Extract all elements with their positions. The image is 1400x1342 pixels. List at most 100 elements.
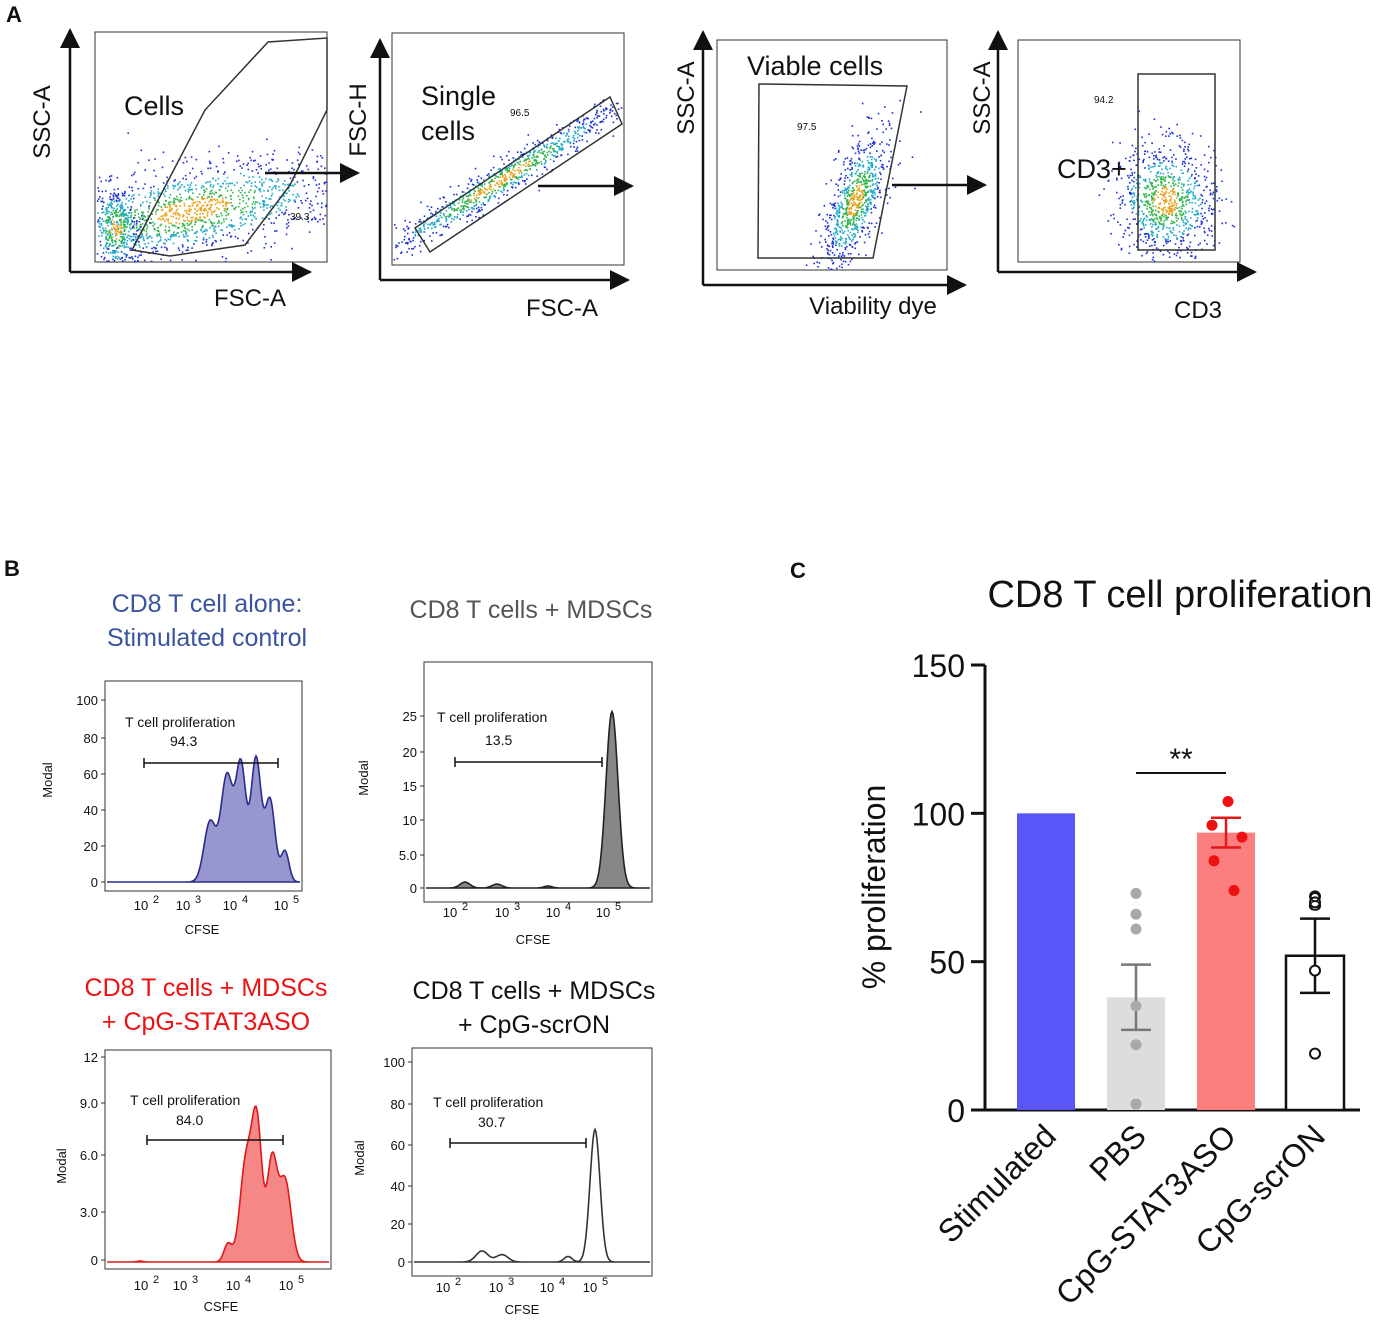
- event-dot: [881, 232, 883, 234]
- event-dot: [890, 127, 893, 130]
- event-dot: [238, 202, 241, 205]
- event-dot: [432, 223, 434, 225]
- event-dot: [1136, 182, 1138, 185]
- event-dot: [1164, 196, 1167, 199]
- event-dot: [315, 195, 317, 198]
- event-dot: [271, 192, 274, 195]
- event-dot: [583, 131, 585, 133]
- event-dot: [463, 191, 465, 193]
- event-dot: [856, 182, 858, 184]
- event-dot: [847, 204, 850, 207]
- event-dot: [1218, 242, 1221, 244]
- event-dot: [263, 190, 265, 192]
- event-dot: [1158, 207, 1160, 209]
- event-dot: [220, 239, 222, 242]
- event-dot: [251, 203, 254, 205]
- event-dot: [1172, 187, 1175, 190]
- event-dot: [531, 162, 534, 164]
- event-dot: [597, 115, 599, 117]
- event-dot: [211, 225, 213, 227]
- event-dot: [849, 159, 851, 162]
- event-dot: [252, 214, 255, 217]
- event-dot: [444, 216, 447, 218]
- event-dot: [243, 174, 245, 177]
- event-dot: [859, 176, 861, 178]
- event-dot: [609, 112, 611, 114]
- event-dot: [222, 182, 224, 185]
- event-dot: [239, 198, 241, 201]
- event-dot: [259, 202, 261, 205]
- event-dot: [841, 237, 843, 240]
- event-dot: [850, 211, 852, 213]
- panel-b-label: B: [4, 556, 20, 581]
- event-dot: [567, 138, 570, 140]
- event-dot: [122, 236, 125, 238]
- event-dot: [293, 199, 295, 202]
- event-dot: [250, 185, 253, 187]
- event-dot: [97, 212, 99, 214]
- event-dot: [294, 199, 296, 201]
- event-dot: [1141, 145, 1144, 147]
- event-dot: [1143, 194, 1146, 196]
- event-dot: [1173, 253, 1176, 255]
- event-dot: [222, 201, 225, 203]
- hist4-title-line1: CD8 T cells + MDSCs: [413, 977, 656, 1005]
- event-dot: [168, 222, 170, 225]
- event-dot: [449, 205, 452, 207]
- event-dot: [209, 199, 212, 202]
- event-dot: [1183, 183, 1185, 186]
- event-dot: [1194, 227, 1196, 229]
- event-dot: [112, 251, 114, 253]
- event-dot: [213, 222, 215, 224]
- event-dot: [842, 232, 844, 234]
- event-dot: [1140, 199, 1142, 202]
- event-dot: [1187, 196, 1189, 199]
- event-dot: [272, 159, 274, 161]
- event-dot: [113, 200, 115, 203]
- event-dot: [167, 238, 170, 240]
- event-dot: [1172, 227, 1174, 229]
- event-dot: [830, 179, 832, 182]
- event-dot: [853, 218, 855, 220]
- event-dot: [130, 211, 133, 214]
- event-dot: [889, 139, 891, 141]
- event-dot: [214, 199, 217, 201]
- event-dot: [252, 201, 255, 203]
- event-dot: [514, 186, 517, 189]
- event-dot: [503, 163, 505, 165]
- event-dot: [573, 146, 575, 148]
- event-dot: [115, 224, 117, 227]
- event-dot: [1194, 158, 1197, 161]
- event-dot: [1160, 217, 1163, 219]
- event-dot: [1135, 213, 1138, 215]
- histogram-curve: [107, 1105, 329, 1263]
- event-dot: [873, 204, 876, 207]
- event-dot: [125, 218, 127, 221]
- event-dot: [137, 240, 140, 243]
- event-dot: [506, 155, 508, 157]
- event-dot: [846, 201, 849, 204]
- event-dot: [825, 220, 827, 222]
- event-dot: [216, 198, 218, 201]
- event-dot: [165, 211, 168, 214]
- event-dot: [868, 230, 871, 233]
- event-dot: [506, 194, 508, 196]
- event-dot: [1098, 194, 1101, 196]
- event-dot: [596, 109, 598, 112]
- event-dot: [153, 227, 156, 230]
- event-dot: [111, 244, 114, 247]
- event-dot: [188, 210, 190, 212]
- event-dot: [276, 204, 279, 207]
- event-dot: [536, 169, 538, 171]
- gate-name-cells: Cells: [124, 91, 184, 121]
- event-dot: [462, 214, 465, 216]
- event-dot: [1162, 226, 1165, 229]
- event-dot: [837, 220, 839, 222]
- event-dot: [572, 134, 575, 137]
- event-dot: [118, 227, 120, 229]
- event-dot: [126, 254, 128, 256]
- event-dot: [280, 202, 283, 204]
- event-dot: [114, 193, 117, 196]
- event-dot: [498, 180, 500, 182]
- event-dot: [1186, 252, 1189, 254]
